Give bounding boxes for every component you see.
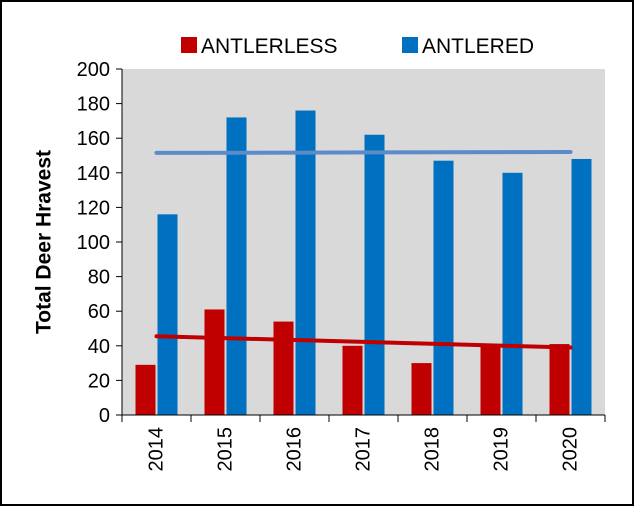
legend: ANTLERLESS ANTLERED xyxy=(181,35,534,58)
y-tick-label: 40 xyxy=(88,336,110,358)
bar-antlered-2015 xyxy=(226,117,247,415)
bar-antlered-2017 xyxy=(364,134,385,416)
bar-antlered-2019 xyxy=(502,172,523,415)
bar-antlered-2016 xyxy=(295,110,316,416)
bar-antlerless-2020 xyxy=(549,344,570,415)
bar-antlerless-2019 xyxy=(480,344,501,415)
plot-area xyxy=(122,69,605,415)
bar-antlered-2014 xyxy=(157,214,178,415)
y-tick-label: 160 xyxy=(77,128,110,150)
x-tick-label: 2020 xyxy=(560,427,582,472)
legend-swatch-antlered xyxy=(402,37,418,53)
trendline-antlerless xyxy=(154,334,573,350)
bar-antlerless-2016 xyxy=(273,321,294,415)
x-tick-label: 2015 xyxy=(215,427,237,472)
bar-antlered-2018 xyxy=(433,160,454,415)
x-tick-label: 2016 xyxy=(284,427,306,472)
bar-antlerless-2018 xyxy=(411,363,432,415)
y-tick-label: 60 xyxy=(88,301,110,323)
trendline-group xyxy=(154,150,573,350)
y-tick-label: 140 xyxy=(77,163,110,185)
y-tick-label: 0 xyxy=(99,405,110,427)
y-tick-label: 180 xyxy=(77,94,110,116)
y-axis-title: Total Deer Hravest xyxy=(33,150,56,334)
legend-label-antlered: ANTLERED xyxy=(422,35,534,58)
trendline-antlered xyxy=(154,150,573,155)
axes-group: 0 20 40 60 80 100 120 140 160 180 200 2014 2015 2016 2… xyxy=(77,59,606,472)
x-tick-label: 2019 xyxy=(491,427,513,472)
bar-antlerless-2015 xyxy=(204,309,225,415)
y-tick-label: 100 xyxy=(77,232,110,254)
bar-antlered-2020 xyxy=(571,158,592,415)
y-tick-label: 120 xyxy=(77,197,110,219)
y-tick-label: 20 xyxy=(88,370,110,392)
x-tick-label: 2018 xyxy=(422,427,444,472)
y-tick-label: 80 xyxy=(88,267,110,289)
bar-antlerless-2017 xyxy=(342,345,363,415)
x-tick-label: 2017 xyxy=(353,427,375,472)
y-tick-label: 200 xyxy=(77,59,110,81)
bar-antlerless-2014 xyxy=(135,364,156,415)
bar-group xyxy=(135,110,592,416)
x-tick-label: 2014 xyxy=(146,427,168,472)
legend-label-antlerless: ANTLERLESS xyxy=(201,35,338,58)
legend-swatch-antlerless xyxy=(181,37,197,53)
